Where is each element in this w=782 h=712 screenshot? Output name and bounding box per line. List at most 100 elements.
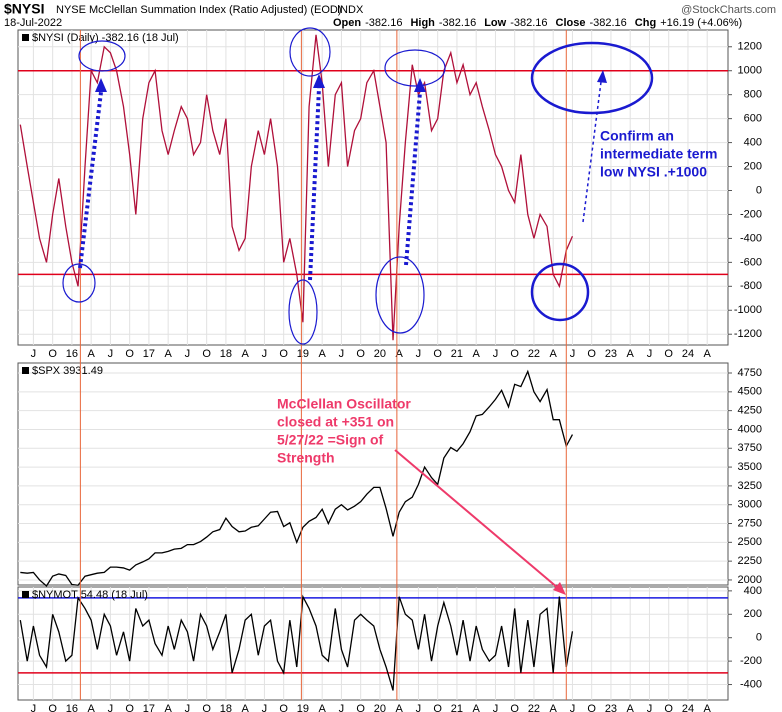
y-tick-label: 3500 <box>738 461 762 473</box>
x-tick-label: O <box>664 348 673 360</box>
y-tick-label: 4750 <box>738 367 762 379</box>
arrow-head <box>597 70 607 83</box>
x-tick-label: J <box>416 703 422 712</box>
x-tick-label: J <box>493 348 499 360</box>
legend-swatch <box>22 367 29 374</box>
ohlc: Open -382.16 High -382.16 Low -382.16 Close -38… <box>333 17 742 29</box>
ohlc-value: -382.16 <box>439 17 476 29</box>
series-line <box>19 34 574 341</box>
x-tick-label: J <box>31 703 37 712</box>
annotation: Strength <box>277 450 335 466</box>
panel-label: $NYMOT 54.48 (18 Jul) <box>32 589 148 601</box>
ohlc-value: -382.16 <box>365 17 402 29</box>
exchange: INDX <box>337 4 364 16</box>
x-tick-label: O <box>48 348 57 360</box>
x-tick-label: A <box>550 703 558 712</box>
y-tick-label: 4250 <box>738 405 762 417</box>
ellipse <box>62 263 96 303</box>
y-tick-label: -400 <box>740 678 762 690</box>
ohlc-label: Close <box>556 17 586 29</box>
ellipse <box>530 262 590 322</box>
x-tick-label: 20 <box>374 348 386 360</box>
ellipse <box>289 27 331 77</box>
x-tick-label: A <box>396 703 404 712</box>
y-tick-label: 4500 <box>738 386 762 398</box>
x-tick-label: A <box>164 348 172 360</box>
symbol: $NYSI <box>4 1 44 17</box>
arrow <box>394 449 559 589</box>
ellipse <box>78 40 126 72</box>
y-tick-label: 0 <box>756 632 762 644</box>
legend-swatch <box>22 34 29 41</box>
x-tick-label: O <box>125 703 134 712</box>
arrow <box>404 91 422 266</box>
y-tick-label: 3250 <box>738 480 762 492</box>
x-tick-label: J <box>108 348 114 360</box>
y-tick-label: 2250 <box>738 555 762 567</box>
x-tick-label: O <box>510 703 519 712</box>
panel <box>17 29 729 346</box>
x-tick-label: J <box>339 703 345 712</box>
x-tick-label: 21 <box>451 348 463 360</box>
y-tick-label: 3000 <box>738 499 762 511</box>
annotation: low NYSI .+1000 <box>600 164 707 180</box>
x-tick-label: J <box>262 703 268 712</box>
x-tick-label: O <box>279 348 288 360</box>
x-tick-label: O <box>433 348 442 360</box>
arrow <box>308 87 321 281</box>
ohlc-label: Low <box>484 17 506 29</box>
annotation: intermediate term <box>600 146 717 162</box>
x-tick-label: J <box>647 703 653 712</box>
y-tick-label: 800 <box>744 89 762 101</box>
x-tick-label: O <box>356 703 365 712</box>
x-tick-label: 22 <box>528 348 540 360</box>
x-tick-label: 18 <box>220 703 232 712</box>
x-tick-label: J <box>262 348 268 360</box>
x-tick-label: A <box>241 348 249 360</box>
x-tick-label: J <box>108 703 114 712</box>
ohlc-value: -382.16 <box>510 17 547 29</box>
arrow-head <box>95 78 107 92</box>
y-tick-label: 2750 <box>738 517 762 529</box>
x-tick-label: A <box>87 348 95 360</box>
y-tick-label: 3750 <box>738 442 762 454</box>
x-tick-label: 22 <box>528 703 540 712</box>
ellipse <box>375 256 425 334</box>
y-tick-label: 400 <box>744 585 762 597</box>
y-tick-label: 2500 <box>738 536 762 548</box>
x-tick-label: A <box>319 348 327 360</box>
y-tick-label: -1000 <box>734 304 762 316</box>
x-tick-label: 21 <box>451 703 463 712</box>
x-tick-label: J <box>416 348 422 360</box>
x-tick-label: 16 <box>66 348 78 360</box>
x-tick-label: J <box>339 348 345 360</box>
panel-label: $NYSI (Daily) -382.16 (18 Jul) <box>32 32 179 44</box>
x-tick-label: O <box>587 348 596 360</box>
panel-label: $SPX 3931.49 <box>32 365 103 377</box>
x-tick-label: J <box>493 703 499 712</box>
x-tick-label: 17 <box>143 348 155 360</box>
x-tick-label: 19 <box>297 703 309 712</box>
y-tick-label: 200 <box>744 160 762 172</box>
x-tick-label: 19 <box>297 348 309 360</box>
index-name: NYSE McClellan Summation Index (Ratio Ad… <box>56 4 342 16</box>
annotation: closed at +351 on <box>277 414 394 430</box>
annotation: Confirm an <box>600 128 674 144</box>
annotation: 5/27/22 =Sign of <box>277 432 384 448</box>
y-tick-label: 2000 <box>738 574 762 586</box>
x-tick-label: 18 <box>220 348 232 360</box>
y-tick-label: -800 <box>740 280 762 292</box>
x-tick-label: O <box>48 703 57 712</box>
y-tick-label: 200 <box>744 608 762 620</box>
x-tick-label: O <box>664 703 673 712</box>
y-tick-label: 600 <box>744 113 762 125</box>
arrow-head <box>414 78 426 92</box>
y-tick-label: 400 <box>744 136 762 148</box>
y-tick-label: 4000 <box>738 423 762 435</box>
x-tick-label: J <box>185 703 191 712</box>
y-tick-label: -400 <box>740 232 762 244</box>
x-tick-label: A <box>627 703 635 712</box>
x-tick-label: O <box>510 348 519 360</box>
y-tick-label: 1200 <box>738 41 762 53</box>
